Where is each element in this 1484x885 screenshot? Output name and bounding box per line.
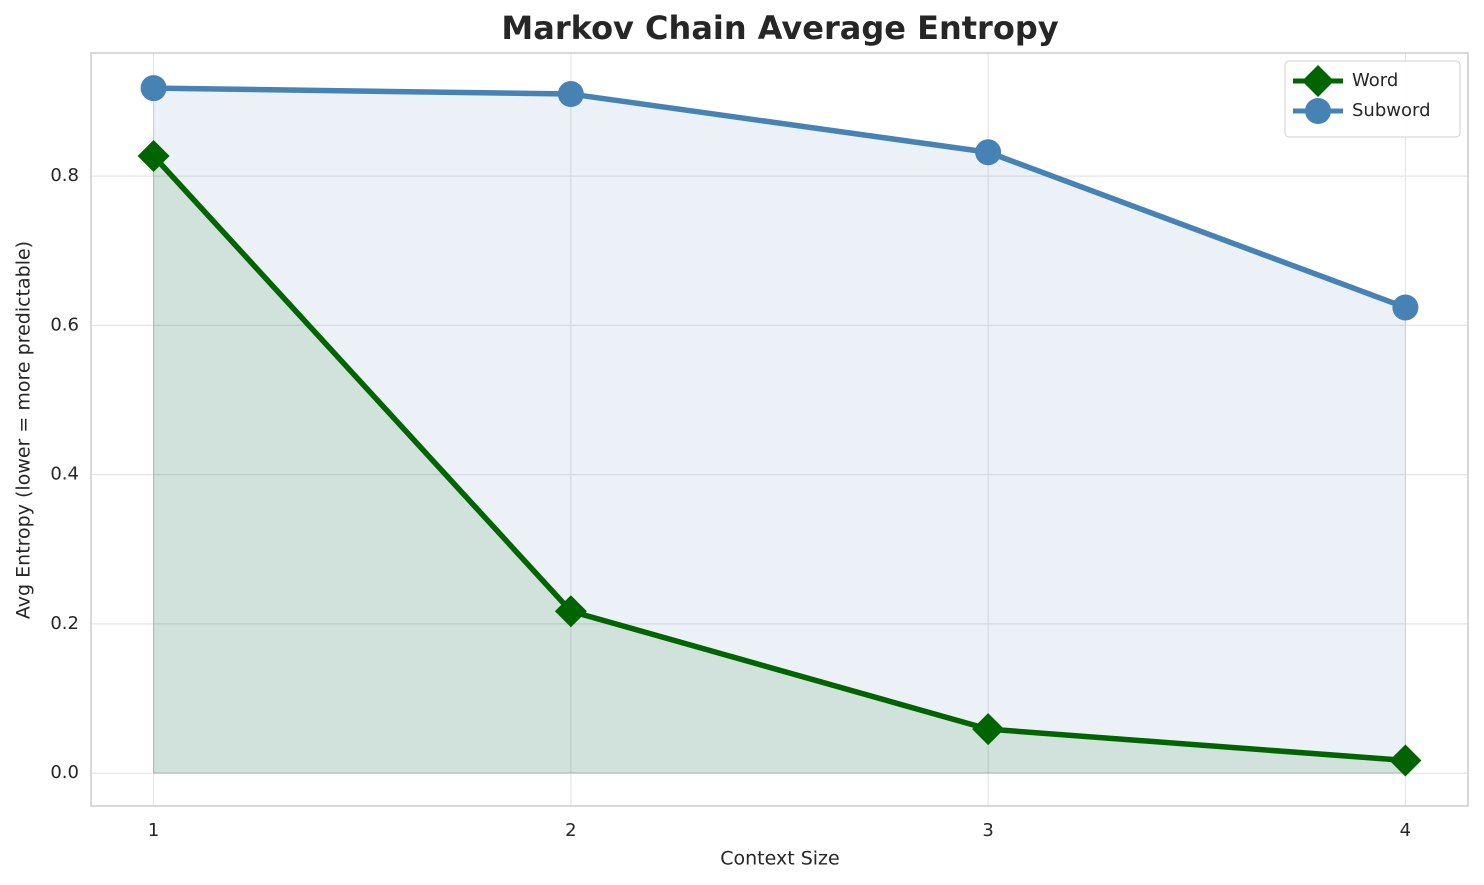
y-axis-label: Avg Entropy (lower = more predictable) — [13, 241, 35, 619]
line — [153, 85, 1407, 311]
y-tick-label: 0.2 — [50, 613, 79, 634]
legend-marker — [1302, 65, 1334, 97]
marker — [137, 139, 170, 172]
legend-label: Word — [1352, 70, 1398, 91]
chart-title: Markov Chain Average Entropy — [501, 9, 1058, 47]
x-axis-label: Context Size — [720, 848, 839, 870]
plot-frame — [90, 52, 1469, 807]
legend-marker — [1305, 98, 1331, 124]
marker — [554, 595, 587, 628]
line — [151, 154, 1406, 764]
y-tick-label: 0.6 — [50, 314, 79, 335]
x-tick-label: 4 — [1400, 820, 1411, 841]
x-tick-label: 2 — [565, 820, 576, 841]
marker — [975, 139, 1002, 166]
marker — [557, 81, 584, 108]
marker — [140, 75, 167, 102]
y-tick-label: 0.4 — [50, 464, 79, 485]
legend-label: Subword — [1352, 100, 1431, 121]
marker — [1389, 744, 1422, 777]
y-tick-label: 0.8 — [50, 165, 79, 186]
marker — [972, 713, 1005, 746]
marker — [1392, 294, 1419, 321]
x-tick-label: 3 — [982, 820, 993, 841]
x-tick-label: 1 — [148, 820, 159, 841]
y-tick-label: 0.0 — [50, 762, 79, 783]
